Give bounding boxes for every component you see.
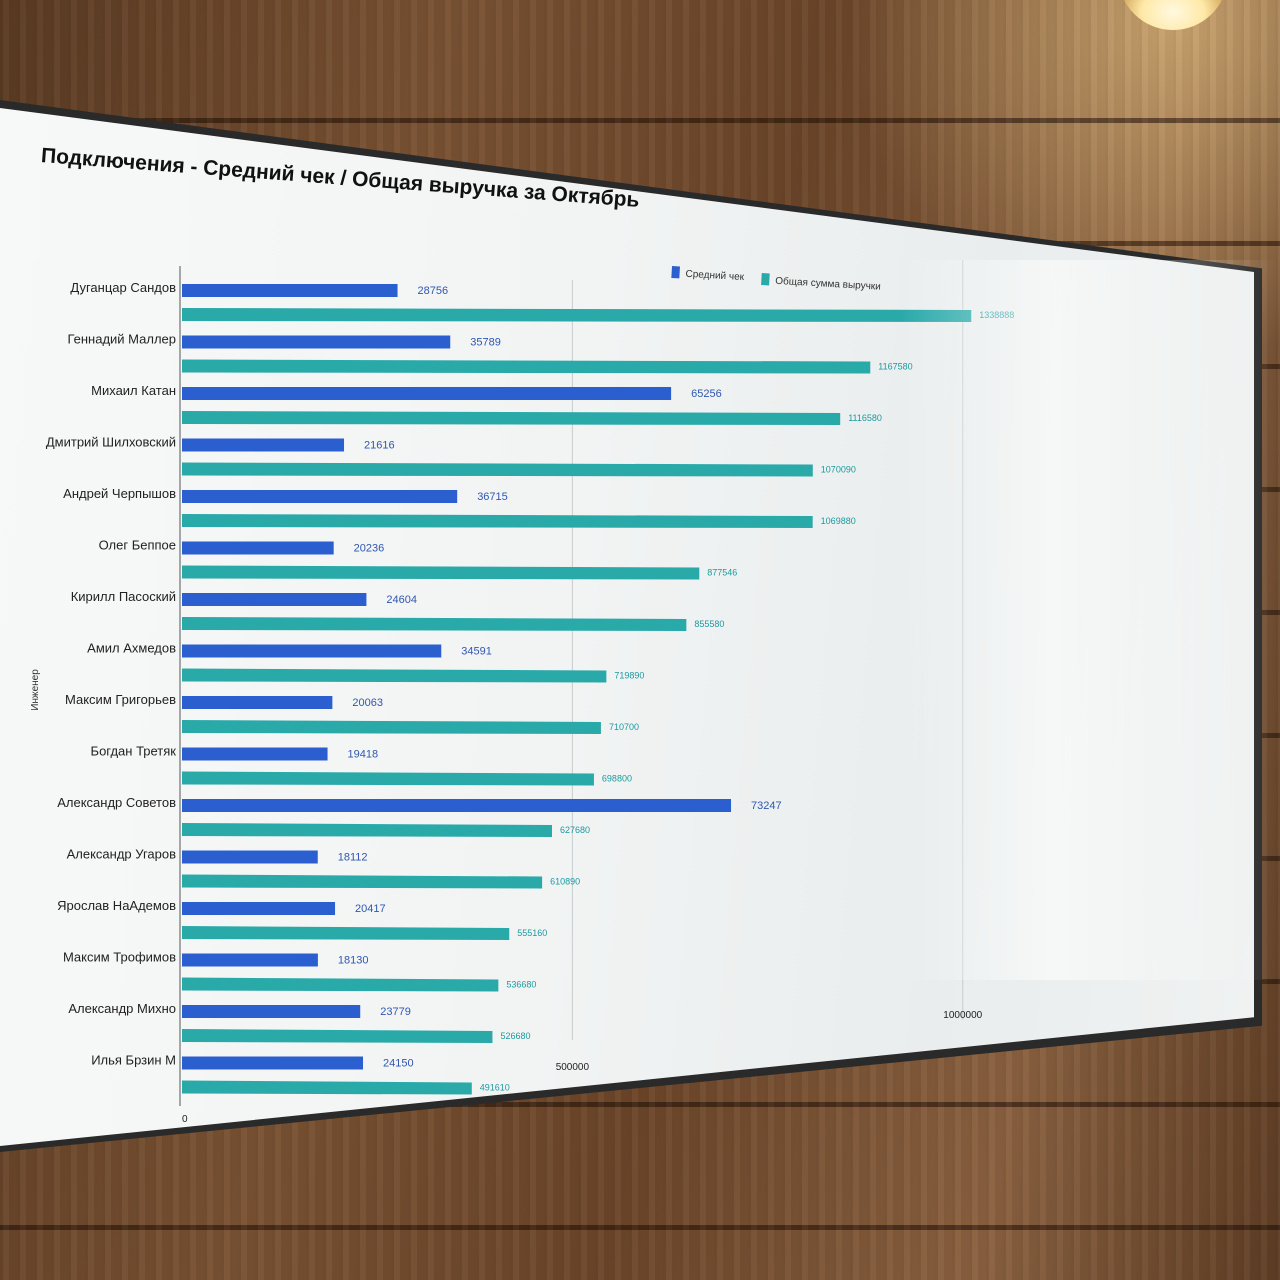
bars: [182, 284, 972, 1095]
value-label-total-revenue: 627680: [560, 825, 590, 835]
category-label: Ярослав НаАдемов: [57, 898, 176, 913]
value-label-avg-check: 23779: [380, 1006, 411, 1018]
bar-avg-check: [182, 799, 732, 812]
gridlines: [571, 260, 964, 1040]
bar-total-revenue: [182, 668, 607, 683]
bar-avg-check: [182, 284, 398, 297]
category-label: Александр Советов: [57, 795, 176, 810]
category-label: Михаил Катан: [91, 383, 176, 398]
bar-avg-check: [182, 850, 318, 864]
bar-total-revenue: [182, 514, 813, 528]
category-label: Александр Михно: [68, 1001, 176, 1016]
bar-avg-check: [182, 644, 442, 658]
category-label: Максим Григорьев: [65, 692, 176, 707]
bar-total-revenue: [182, 977, 499, 992]
category-label: Богдан Третяк: [91, 744, 177, 759]
bar-avg-check: [182, 335, 451, 349]
bar-avg-check: [182, 747, 328, 761]
category-label: Геннадий Маллер: [67, 332, 176, 347]
value-label-avg-check: 21616: [364, 440, 395, 452]
bar-total-revenue: [182, 1080, 472, 1095]
legend: Средний чек Общая сумма выручки: [671, 266, 881, 293]
category-label: Олег Беппое: [99, 538, 176, 553]
value-label-total-revenue: 610890: [550, 877, 580, 887]
value-label-total-revenue: 536680: [506, 980, 536, 990]
category-label: Андрей Черпышов: [63, 486, 176, 501]
legend-swatch-total-revenue: [761, 273, 770, 286]
value-label-avg-check: 24150: [383, 1058, 414, 1070]
bar-total-revenue: [182, 565, 700, 580]
bar-avg-check: [182, 696, 333, 709]
category-label: Илья Брзин М: [91, 1053, 176, 1068]
value-label-avg-check: 20236: [354, 543, 385, 555]
x-tick-label: 0: [182, 1114, 188, 1125]
bar-total-revenue: [182, 823, 553, 837]
value-label-avg-check: 34591: [461, 646, 492, 658]
value-label-total-revenue: 491610: [480, 1083, 510, 1093]
value-label-total-revenue: 526680: [500, 1031, 530, 1041]
value-label-avg-check: 73247: [751, 800, 782, 812]
value-label-total-revenue: 1167580: [878, 362, 912, 372]
labels: Дуганцар Сандов 28756 1338888 Геннадий Малл…: [46, 280, 1014, 1093]
value-label-avg-check: 19418: [348, 749, 379, 761]
value-label-total-revenue: 877546: [707, 568, 737, 578]
category-label: Амил Ахмедов: [87, 641, 176, 656]
bar-total-revenue: [182, 771, 594, 786]
legend-label-total-revenue: Общая сумма выручки: [775, 275, 881, 293]
value-label-avg-check: 20063: [352, 697, 383, 709]
bar-total-revenue: [182, 617, 687, 631]
bar-total-revenue: [182, 874, 543, 889]
category-label: Максим Трофимов: [63, 950, 176, 965]
bar-avg-check: [182, 387, 672, 400]
legend-swatch-avg-check: [671, 266, 680, 279]
bar-avg-check: [182, 438, 345, 452]
x-tick-label: 500000: [556, 1062, 590, 1073]
category-label: Дмитрий Шилховский: [46, 435, 176, 450]
bar-total-revenue: [182, 1029, 493, 1043]
value-label-total-revenue: 855580: [694, 619, 724, 629]
value-label-total-revenue: 555160: [517, 928, 547, 938]
x-axis-ticks: 0 500000 1000000: [182, 1010, 983, 1125]
x-tick-label: 1000000: [943, 1010, 982, 1021]
value-label-avg-check: 20417: [355, 903, 386, 915]
bar-total-revenue: [182, 926, 510, 940]
y-axis-title: Инженер: [30, 669, 41, 711]
value-label-avg-check: 18112: [338, 852, 368, 864]
value-label-avg-check: 35789: [470, 337, 501, 349]
bar-avg-check: [182, 902, 336, 915]
value-label-total-revenue: 1338888: [979, 310, 1014, 320]
bar-avg-check: [182, 593, 367, 606]
category-label: Александр Угаров: [67, 847, 176, 862]
category-label: Дуганцар Сандов: [70, 280, 176, 295]
value-label-total-revenue: 698800: [602, 774, 632, 784]
value-label-avg-check: 36715: [477, 491, 508, 503]
bar-avg-check: [182, 490, 458, 503]
value-label-total-revenue: 1069880: [821, 516, 856, 526]
bar-total-revenue: [182, 359, 871, 374]
bar-avg-check: [182, 541, 334, 555]
bar-total-revenue: [182, 720, 601, 734]
category-label: Кирилл Пасоский: [71, 589, 176, 604]
bar-total-revenue: [182, 308, 972, 322]
bar-total-revenue: [182, 411, 841, 425]
value-label-avg-check: 24604: [386, 594, 417, 606]
value-label-avg-check: 65256: [691, 388, 722, 400]
bar-total-revenue: [182, 462, 813, 477]
value-label-total-revenue: 719890: [614, 671, 644, 681]
bar-avg-check: [182, 1005, 361, 1018]
value-label-avg-check: 28756: [418, 285, 449, 297]
legend-label-avg-check: Средний чек: [685, 269, 745, 283]
value-label-avg-check: 18130: [338, 955, 369, 967]
value-label-total-revenue: 710700: [609, 722, 639, 732]
bar-avg-check: [182, 953, 318, 967]
value-label-total-revenue: 1116580: [848, 413, 882, 423]
value-label-total-revenue: 1070090: [821, 465, 856, 475]
bar-avg-check: [182, 1056, 364, 1070]
